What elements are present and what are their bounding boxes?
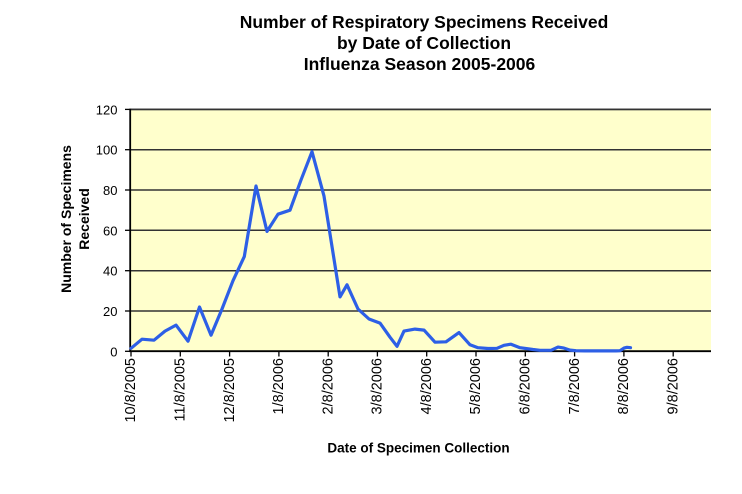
svg-text:Influenza Season 2005-2006: Influenza Season 2005-2006	[304, 54, 536, 74]
svg-text:by Date of Collection: by Date of Collection	[337, 33, 511, 53]
svg-text:Received: Received	[76, 188, 92, 249]
svg-text:120: 120	[96, 102, 118, 117]
svg-text:40: 40	[103, 264, 117, 279]
svg-text:3/8/2006: 3/8/2006	[370, 358, 386, 414]
svg-text:11/8/2005: 11/8/2005	[173, 358, 189, 421]
svg-text:7/8/2006: 7/8/2006	[567, 358, 583, 414]
svg-text:20: 20	[103, 304, 117, 319]
svg-text:2/8/2006: 2/8/2006	[320, 358, 336, 414]
svg-text:Number of Specimens: Number of Specimens	[58, 145, 74, 293]
svg-text:4/8/2006: 4/8/2006	[419, 358, 435, 414]
svg-text:9/8/2006: 9/8/2006	[665, 358, 681, 414]
svg-text:Number of Respiratory Specimen: Number of Respiratory Specimens Received	[240, 12, 609, 32]
svg-text:10/8/2005: 10/8/2005	[123, 358, 139, 423]
svg-text:Date of Specimen Collection: Date of Specimen Collection	[327, 441, 509, 456]
svg-text:5/8/2006: 5/8/2006	[468, 358, 484, 414]
svg-text:60: 60	[103, 223, 117, 238]
svg-text:100: 100	[96, 143, 118, 158]
svg-text:12/8/2005: 12/8/2005	[222, 358, 238, 423]
svg-text:6/8/2006: 6/8/2006	[518, 358, 534, 414]
svg-text:80: 80	[103, 183, 117, 198]
svg-text:8/8/2006: 8/8/2006	[616, 358, 632, 414]
svg-text:1/8/2006: 1/8/2006	[271, 358, 287, 414]
svg-text:0: 0	[110, 344, 117, 359]
